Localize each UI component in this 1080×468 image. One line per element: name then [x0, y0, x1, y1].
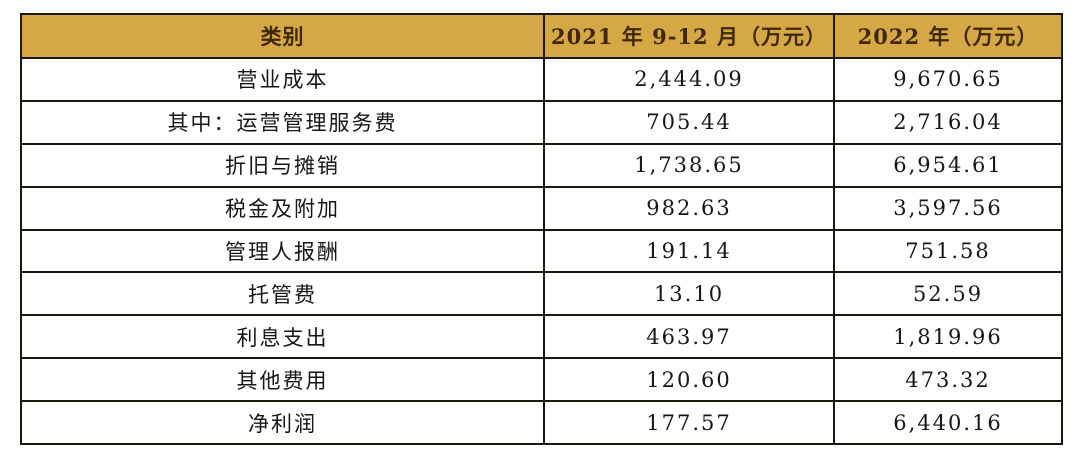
value-2021-cell: 191.14 — [543, 228, 835, 274]
category-cell: 其中：运营管理服务费 — [20, 99, 545, 145]
value-2022-cell: 9,670.65 — [833, 57, 1063, 102]
value-2021-cell: 2,444.09 — [543, 57, 835, 102]
table-row: 其中：运营管理服务费 705.44 2,716.04 — [20, 99, 1063, 145]
value-2022-cell: 473.32 — [833, 357, 1063, 402]
value-2022-cell: 3,597.56 — [833, 185, 1063, 231]
header-row: 类别 2021 年 9-12 月（万元） 2022 年（万元） — [20, 13, 1063, 59]
category-cell: 管理人报酬 — [20, 228, 545, 274]
table-row: 营业成本 2,444.09 9,670.65 — [20, 57, 1063, 102]
value-2022-cell: 751.58 — [833, 228, 1063, 274]
table-row: 其他费用 120.60 473.32 — [20, 357, 1063, 402]
category-cell: 其他费用 — [20, 357, 545, 402]
header-cell-category: 类别 — [20, 13, 545, 59]
value-2022-cell: 52.59 — [833, 271, 1063, 317]
value-2021-cell: 982.63 — [543, 185, 835, 231]
header-cell-2022: 2022 年（万元） — [833, 13, 1063, 59]
category-cell: 利息支出 — [20, 314, 545, 360]
table-row: 利息支出 463.97 1,819.96 — [20, 314, 1063, 360]
value-2021-cell: 13.10 — [543, 271, 835, 317]
table-body: 营业成本 2,444.09 9,670.65 其中：运营管理服务费 705.44… — [20, 57, 1063, 445]
category-cell: 净利润 — [20, 400, 545, 445]
financial-table-container: 类别 2021 年 9-12 月（万元） 2022 年（万元） 营业成本 2,4… — [20, 13, 1063, 445]
value-2022-cell: 1,819.96 — [833, 314, 1063, 360]
table-row: 管理人报酬 191.14 751.58 — [20, 228, 1063, 274]
table-row: 折旧与摊销 1,738.65 6,954.61 — [20, 142, 1063, 188]
value-2021-cell: 705.44 — [543, 99, 835, 145]
value-2022-cell: 6,440.16 — [833, 400, 1063, 445]
value-2022-cell: 6,954.61 — [833, 142, 1063, 188]
table-row: 税金及附加 982.63 3,597.56 — [20, 185, 1063, 231]
category-cell: 托管费 — [20, 271, 545, 317]
value-2021-cell: 120.60 — [543, 357, 835, 402]
header-cell-2021: 2021 年 9-12 月（万元） — [543, 13, 835, 59]
value-2021-cell: 463.97 — [543, 314, 835, 360]
value-2021-cell: 177.57 — [543, 400, 835, 445]
table-row: 托管费 13.10 52.59 — [20, 271, 1063, 317]
category-cell: 税金及附加 — [20, 185, 545, 231]
value-2022-cell: 2,716.04 — [833, 99, 1063, 145]
category-cell: 营业成本 — [20, 57, 545, 102]
value-2021-cell: 1,738.65 — [543, 142, 835, 188]
table-row: 净利润 177.57 6,440.16 — [20, 400, 1063, 445]
category-cell: 折旧与摊销 — [20, 142, 545, 188]
table-header: 类别 2021 年 9-12 月（万元） 2022 年（万元） — [20, 13, 1063, 59]
financial-table: 类别 2021 年 9-12 月（万元） 2022 年（万元） 营业成本 2,4… — [20, 13, 1063, 445]
